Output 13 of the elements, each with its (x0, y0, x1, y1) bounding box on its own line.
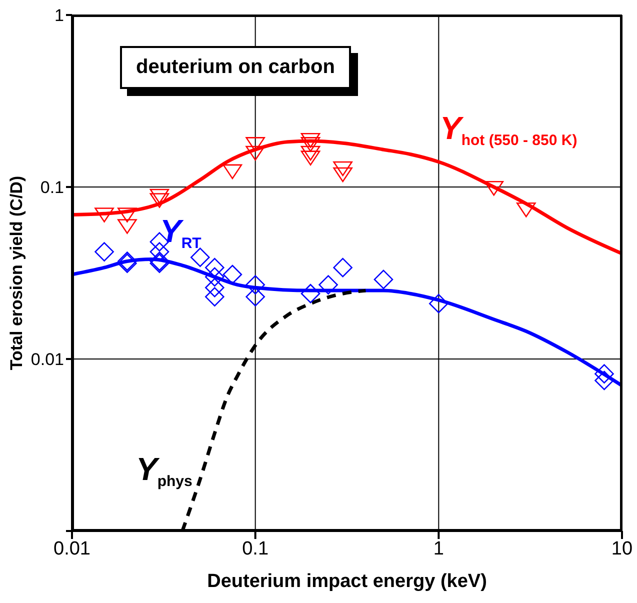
series-label: Y$_{hot (550 - 850 K)}$ (440, 110, 578, 149)
y-axis-title: Total erosion yield (C/D) (7, 176, 26, 370)
annotation: deuterium on carbon (120, 46, 351, 89)
x-tick-label: 10 (611, 538, 633, 560)
x-tick-label: 0.01 (54, 538, 90, 560)
y-tick-label: 0.1 (40, 178, 64, 198)
y-tick-label: 0.01 (30, 350, 64, 370)
series-label: Y$_{phys}$ (136, 451, 192, 490)
x-tick-label: 1 (433, 538, 444, 560)
x-tick-label: 0.1 (242, 538, 269, 560)
series-label: Y$_{RT}$ (160, 213, 202, 252)
y-tick-label: 1 (54, 6, 64, 26)
x-axis-title: Deuterium impact energy (keV) (207, 571, 487, 592)
